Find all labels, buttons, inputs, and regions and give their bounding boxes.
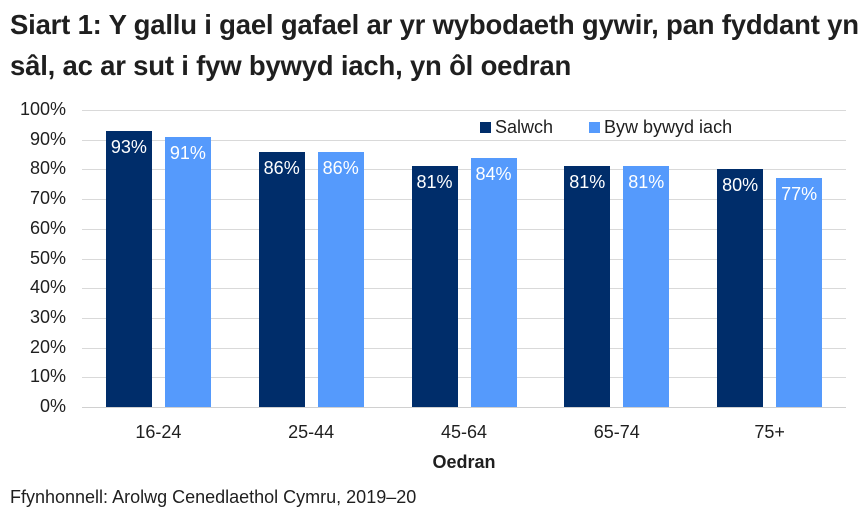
- legend-item-salwch: Salwch: [480, 117, 553, 138]
- y-tick-label: 30%: [29, 306, 66, 327]
- data-label: 81%: [569, 172, 606, 193]
- gridline: [82, 258, 846, 260]
- bar-byw-bywyd-iach-16-24: 91%: [164, 136, 211, 407]
- bar-salwch-16-24: 93%: [105, 130, 152, 407]
- y-tick-label: 60%: [29, 217, 66, 238]
- gridline: [82, 288, 846, 290]
- y-tick-label: 10%: [29, 366, 66, 387]
- legend-label: Byw bywyd iach: [604, 117, 733, 137]
- bar-salwch-65-74: 81%: [564, 166, 611, 407]
- x-axis-line: [82, 407, 846, 408]
- legend-item-byw-bywyd-iach: Byw bywyd iach: [589, 117, 732, 138]
- data-label: 81%: [416, 172, 453, 193]
- bar-salwch-45-64: 81%: [411, 166, 458, 407]
- gridline: [82, 317, 846, 319]
- bar-salwch-25-44: 86%: [258, 151, 305, 407]
- data-label: 80%: [722, 175, 759, 196]
- y-tick-label: 80%: [29, 158, 66, 179]
- gridline: [82, 377, 846, 379]
- gridline: [82, 110, 846, 111]
- legend-swatch-salwch: [480, 122, 491, 133]
- x-tick-label: 45-64: [440, 422, 488, 442]
- gridline: [82, 228, 846, 230]
- y-tick-label: 50%: [29, 247, 66, 268]
- data-label: 93%: [110, 136, 147, 157]
- bar-byw-bywyd-iach-25-44: 86%: [317, 151, 364, 407]
- x-tick-label: 16-24: [135, 422, 182, 442]
- chart-title: Siart 1: Y gallu i gael gafael ar yr wyb…: [10, 9, 859, 81]
- y-tick-label: 0%: [39, 396, 66, 416]
- legend-swatch-byw-bywyd-iach: [589, 122, 601, 133]
- y-tick-label: 100%: [19, 99, 66, 119]
- y-tick-label: 40%: [29, 277, 66, 298]
- gridline: [82, 199, 846, 201]
- data-label: 91%: [169, 142, 206, 163]
- data-label: 84%: [475, 163, 512, 184]
- gridline: [82, 169, 846, 171]
- y-tick-label: 20%: [29, 336, 66, 357]
- data-label: 81%: [628, 172, 665, 193]
- legend-label: Salwch: [495, 117, 554, 137]
- x-tick-label: 65-74: [593, 422, 640, 442]
- y-tick-label: 90%: [29, 128, 66, 149]
- bar-byw-bywyd-iach-45-64: 84%: [470, 157, 517, 407]
- y-tick-label: 70%: [29, 188, 66, 209]
- data-label: 86%: [263, 157, 300, 178]
- source-note: Ffynhonnell: Arolwg Cenedlaethol Cymru, …: [10, 487, 417, 507]
- data-label: 86%: [322, 157, 359, 178]
- x-axis-title: Oedran: [432, 452, 496, 472]
- x-tick-label: 25-44: [288, 422, 335, 442]
- bar-byw-bywyd-iach-65-74: 81%: [623, 166, 670, 407]
- gridline: [82, 347, 846, 349]
- data-label: 77%: [781, 184, 818, 205]
- x-tick-label: 75+: [754, 422, 785, 442]
- gridline: [82, 139, 846, 141]
- legend: Salwch Byw bywyd iach: [480, 117, 768, 138]
- bar-byw-bywyd-iach-75+: 77%: [776, 178, 823, 407]
- plot-area: 93% 91% 86% 86% 81% 84% 81% 81% 80% 77%: [82, 110, 846, 408]
- bar-salwch-75+: 80%: [717, 169, 764, 407]
